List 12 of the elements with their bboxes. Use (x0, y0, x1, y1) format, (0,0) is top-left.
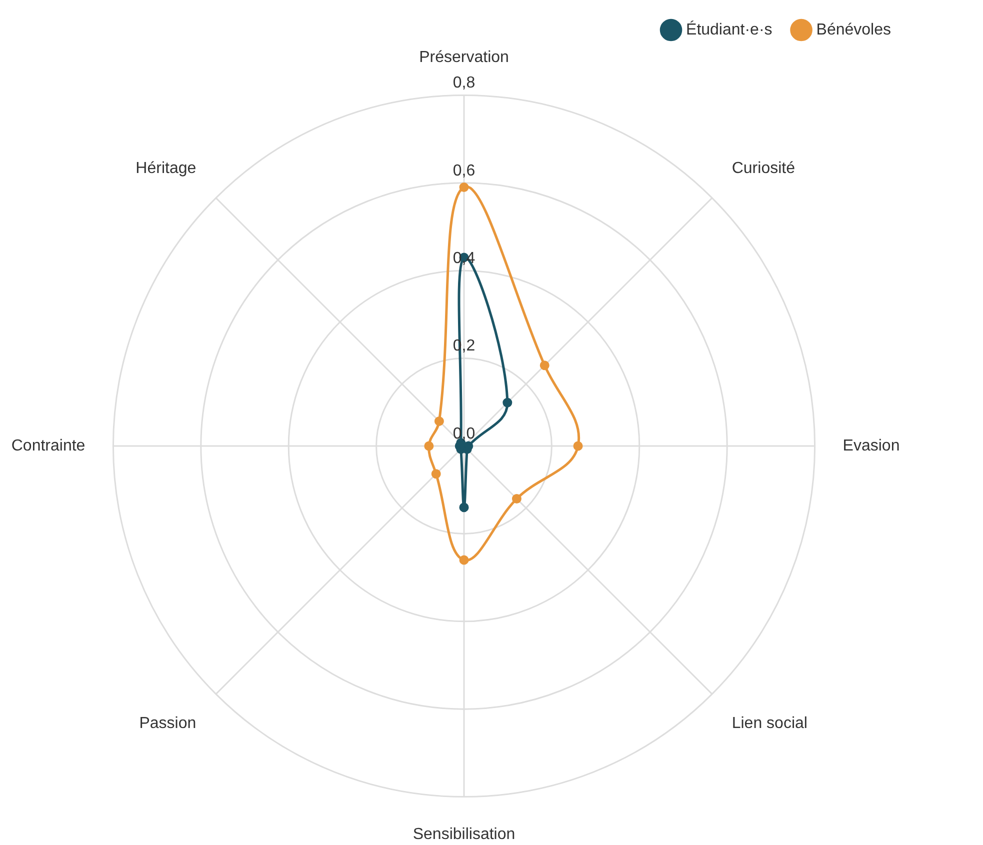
spoke-label: Sensibilisation (412, 826, 516, 843)
spoke-label: Evasion (842, 437, 900, 454)
spoke-label: Contrainte (11, 437, 86, 454)
spoke-label: Préservation (419, 49, 509, 66)
legend-label: Bénévoles (816, 21, 891, 38)
legend-label: Étudiant·e·s (686, 20, 772, 38)
y-tick-label: 0,8 (452, 74, 476, 92)
spoke-label: Lien social (732, 714, 808, 732)
y-tick-label: 0,6 (452, 162, 476, 180)
spoke-label: Passion (139, 714, 196, 732)
spoke-label: Héritage (136, 160, 196, 177)
spoke-label: Curiosité (732, 160, 796, 177)
